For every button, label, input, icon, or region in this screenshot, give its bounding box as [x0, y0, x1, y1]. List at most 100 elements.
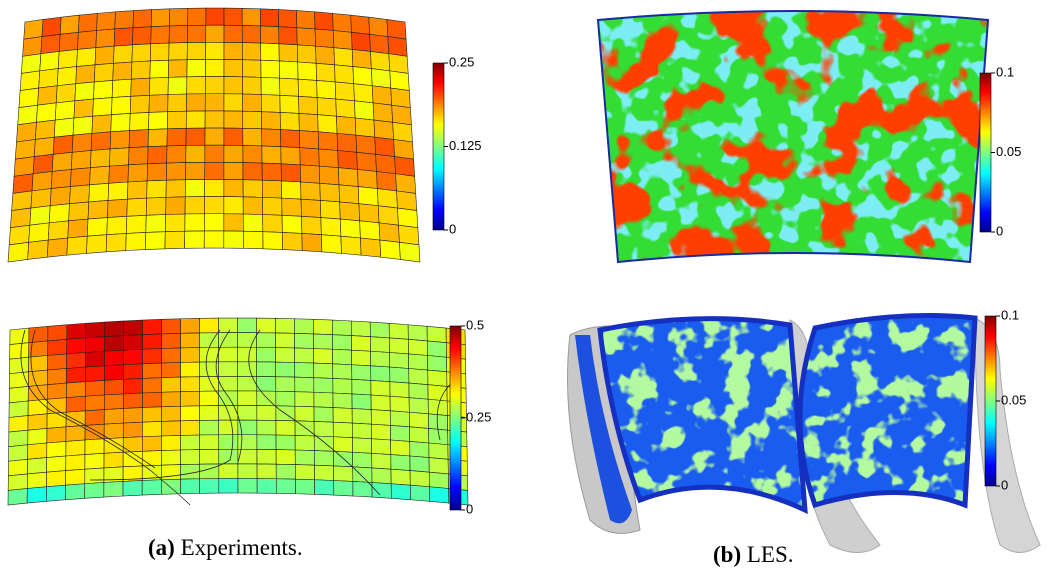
grid-cell	[167, 110, 187, 130]
grid-cell	[169, 7, 189, 27]
grid-cell	[275, 361, 296, 378]
grid-cell	[46, 397, 67, 415]
grid-cell	[96, 11, 116, 31]
grid-cell	[168, 42, 188, 61]
grid-cell	[128, 146, 149, 166]
grid-cell	[104, 335, 124, 352]
grid-cell	[314, 464, 335, 481]
grid-cell	[161, 464, 181, 481]
grid-cell	[237, 463, 258, 479]
grid-cell	[35, 119, 56, 140]
grid-cell	[223, 230, 244, 249]
grid-cell	[205, 76, 225, 95]
grid-cell	[145, 197, 167, 216]
grid-cell	[199, 317, 219, 334]
grid-cell	[103, 422, 124, 440]
grid-cell	[180, 361, 200, 378]
grid-cell	[294, 420, 315, 437]
grid-cell	[242, 196, 263, 215]
grid-cell	[123, 348, 143, 366]
grid-cell	[166, 145, 187, 164]
grid-cell	[275, 347, 295, 363]
grid-cell	[39, 51, 60, 72]
grid-cell	[104, 379, 124, 396]
grid-cell	[65, 425, 86, 442]
grid-cell	[48, 203, 70, 224]
grid-cell	[262, 197, 283, 216]
grid-cell	[408, 397, 429, 415]
grid-cell	[150, 42, 170, 62]
grid-cell	[332, 30, 353, 50]
colorbar: 0 0.125 0.25	[432, 54, 482, 236]
grid-cell	[72, 115, 94, 136]
grid-cell	[180, 332, 200, 349]
grid-cell	[280, 163, 301, 183]
grid-cell	[123, 392, 143, 409]
grid-cell	[104, 349, 124, 367]
colorbar-tick-label: 0	[996, 223, 1003, 238]
grid-cell	[256, 419, 277, 436]
grid-cell	[242, 179, 263, 198]
grid-cell	[261, 128, 282, 148]
les-field	[598, 11, 988, 262]
grid-cell	[161, 333, 181, 349]
grid-cell	[146, 162, 167, 182]
grid-cell	[242, 76, 262, 95]
grid-cell	[371, 423, 391, 441]
grid-cell	[318, 165, 340, 186]
grid-cell	[108, 164, 129, 184]
grid-cell	[377, 188, 398, 209]
blades	[567, 313, 1041, 553]
grid-cell	[390, 425, 411, 442]
grid-cell	[30, 188, 52, 209]
grid-cell	[357, 169, 378, 189]
grid-cell	[199, 390, 219, 407]
grid-cell	[122, 421, 143, 438]
grid-cell	[66, 235, 88, 256]
colorbar: 0 0.25 0.5	[449, 317, 491, 516]
grid-cell	[103, 408, 124, 425]
grid-cell	[351, 408, 372, 425]
grid-cell	[389, 395, 410, 413]
caption: (a) Experiments.	[148, 535, 303, 560]
grid-cell	[47, 353, 67, 371]
grid-cell	[75, 64, 96, 85]
grid-cell	[199, 346, 219, 363]
colorbar-scale	[432, 62, 445, 231]
grid-cell	[279, 77, 299, 97]
grid-cell	[65, 454, 86, 471]
grid-cell	[260, 25, 280, 45]
caption-text: LES.	[747, 542, 794, 567]
colorbar-tick-label: 0	[449, 221, 456, 236]
grid-cell	[218, 478, 239, 494]
grid-cell	[149, 59, 170, 79]
grid-cell	[50, 169, 72, 189]
grid-cell	[109, 130, 130, 150]
grid-cell	[295, 464, 315, 481]
grid-cell	[218, 317, 238, 333]
grid-cell	[335, 98, 356, 119]
grid-cell	[93, 62, 114, 83]
grid-cell	[340, 235, 362, 256]
colorbar: 0 0.05 0.1	[979, 64, 1021, 238]
grid-cell	[65, 483, 86, 501]
grid-cell	[106, 215, 128, 236]
grid-cell	[262, 231, 283, 250]
grid-cell	[332, 13, 352, 33]
grid-cell	[370, 380, 391, 397]
grid-cell	[336, 133, 357, 153]
grid-cell	[180, 434, 200, 451]
grid-cell	[161, 420, 181, 437]
grid-cell	[184, 213, 205, 232]
grid-cell	[107, 198, 128, 218]
grid-cell	[145, 231, 166, 250]
grid-cell	[296, 27, 316, 47]
grid-cell	[127, 163, 148, 183]
grid-cell	[352, 437, 372, 454]
grid-cell	[223, 179, 244, 198]
grid-cell	[256, 434, 277, 450]
grid-cell	[127, 180, 148, 200]
grid-cell	[223, 196, 244, 215]
grid-cell	[51, 151, 73, 172]
grid-cell	[148, 111, 169, 130]
